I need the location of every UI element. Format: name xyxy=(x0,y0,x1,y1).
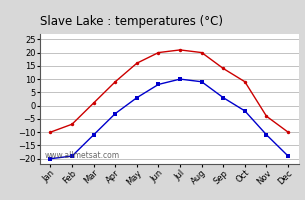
Text: www.allmetsat.com: www.allmetsat.com xyxy=(45,150,120,160)
Text: Slave Lake : temperatures (°C): Slave Lake : temperatures (°C) xyxy=(40,15,223,28)
